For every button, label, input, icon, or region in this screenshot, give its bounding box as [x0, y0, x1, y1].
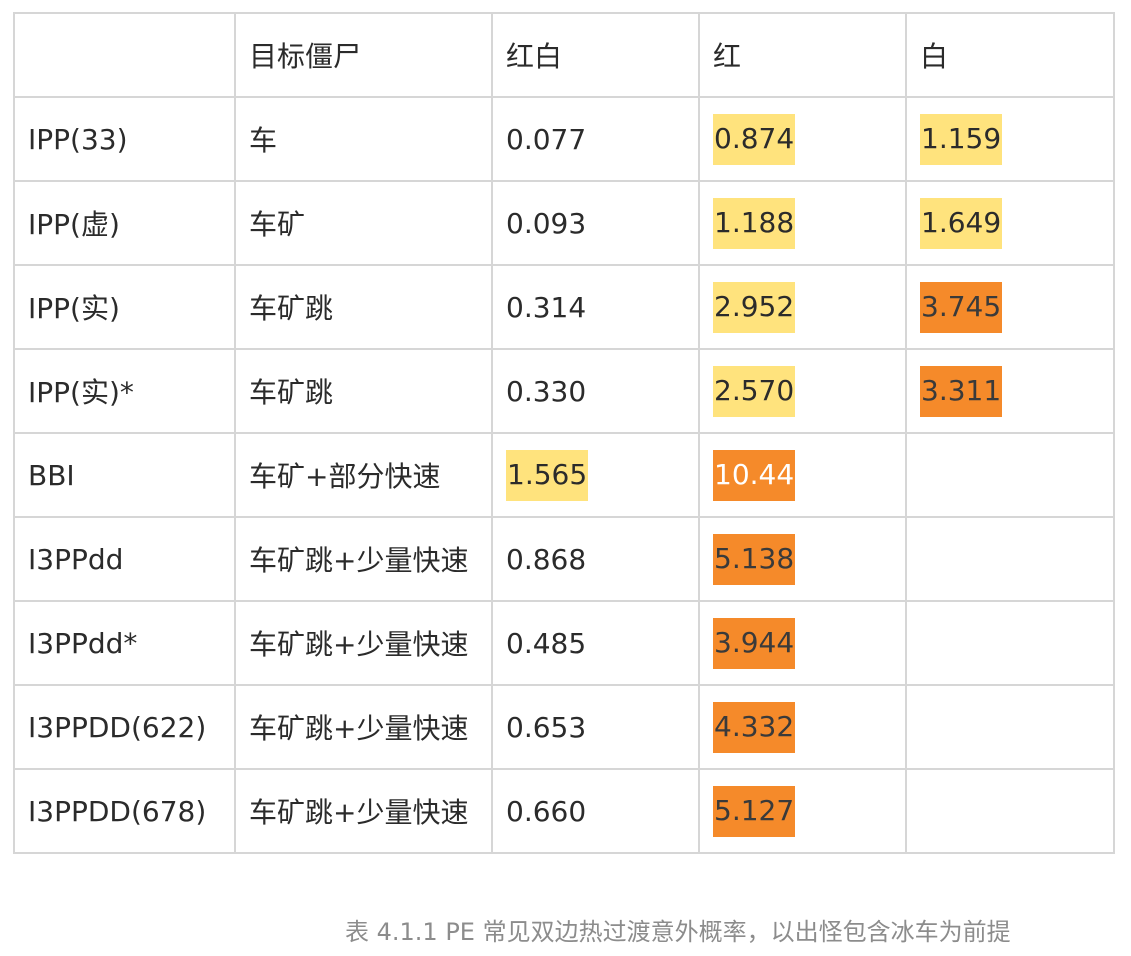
- row-bai-cell: [905, 516, 1115, 602]
- row-hong-highlight: 0.874: [713, 113, 796, 165]
- row-hongbai-cell: 0.868: [491, 516, 700, 602]
- row-target: 车矿跳+少量快速: [234, 600, 493, 686]
- row-bai-cell: [905, 768, 1115, 854]
- header-cell-target: 目标僵尸: [234, 12, 493, 98]
- row-bai-cell: [905, 432, 1115, 518]
- row-hong-cell: 1.188: [698, 180, 907, 266]
- row-bai-highlight: 3.745: [920, 281, 1003, 333]
- table-header-row: 目标僵尸 红白 红 白: [13, 12, 1115, 98]
- row-hongbai: 0.330: [506, 374, 587, 408]
- row-hong-highlight: 4.332: [713, 701, 796, 753]
- row-hong-highlight: 5.127: [713, 785, 796, 837]
- table-row: I3PPDD(622) 车矿跳+少量快速 0.653 4.332: [13, 684, 1115, 770]
- row-hongbai: 0.660: [506, 794, 587, 828]
- row-hong-cell: 2.570: [698, 348, 907, 434]
- row-hong-cell: 2.952: [698, 264, 907, 350]
- row-hongbai-cell: 0.093: [491, 180, 700, 266]
- header-cell-name: [13, 12, 236, 98]
- row-hongbai-cell: 0.653: [491, 684, 700, 770]
- row-bai-cell: 3.311: [905, 348, 1115, 434]
- row-bai-cell: [905, 684, 1115, 770]
- row-bai-highlight: 3.311: [920, 365, 1003, 417]
- row-target: 车矿跳+少量快速: [234, 516, 493, 602]
- row-bai-cell: [905, 600, 1115, 686]
- row-hongbai: 0.653: [506, 710, 587, 744]
- row-hongbai: 0.314: [506, 290, 587, 324]
- row-name: IPP(虚): [13, 180, 236, 266]
- row-hongbai: 0.077: [506, 122, 587, 156]
- row-hong-highlight: 5.138: [713, 533, 796, 585]
- table-row: I3PPdd* 车矿跳+少量快速 0.485 3.944: [13, 600, 1115, 686]
- row-hong-cell: 5.138: [698, 516, 907, 602]
- row-hongbai: 0.093: [506, 206, 587, 240]
- row-bai-cell: 1.649: [905, 180, 1115, 266]
- row-hong-highlight: 2.570: [713, 365, 796, 417]
- row-name: I3PPdd: [13, 516, 236, 602]
- table-row: IPP(33) 车 0.077 0.874 1.159: [13, 96, 1115, 182]
- table-row: IPP(虚) 车矿 0.093 1.188 1.649: [13, 180, 1115, 266]
- row-name: IPP(实)*: [13, 348, 236, 434]
- row-hongbai-cell: 0.077: [491, 96, 700, 182]
- row-hongbai-cell: 0.330: [491, 348, 700, 434]
- row-hong-highlight: 1.188: [713, 197, 796, 249]
- row-target: 车矿跳+少量快速: [234, 684, 493, 770]
- table-row: BBI 车矿+部分快速 1.565 10.44: [13, 432, 1115, 518]
- row-hongbai-highlight: 1.565: [506, 449, 589, 501]
- row-target: 车矿跳+少量快速: [234, 768, 493, 854]
- row-bai-highlight: 1.159: [920, 113, 1003, 165]
- row-target: 车矿跳: [234, 264, 493, 350]
- row-target: 车矿: [234, 180, 493, 266]
- table-row: I3PPdd 车矿跳+少量快速 0.868 5.138: [13, 516, 1115, 602]
- row-bai-cell: 3.745: [905, 264, 1115, 350]
- row-hong-cell: 0.874: [698, 96, 907, 182]
- row-name: IPP(实): [13, 264, 236, 350]
- row-target: 车矿跳: [234, 348, 493, 434]
- header-cell-hongbai: 红白: [491, 12, 700, 98]
- row-target: 车矿+部分快速: [234, 432, 493, 518]
- row-bai-cell: 1.159: [905, 96, 1115, 182]
- table-caption: 表 4.1.1 PE 常见双边热过渡意外概率，以出怪包含冰车为前提: [345, 918, 1011, 946]
- row-hongbai-cell: 0.660: [491, 768, 700, 854]
- row-hongbai: 0.485: [506, 626, 587, 660]
- row-hong-cell: 5.127: [698, 768, 907, 854]
- row-hong-cell: 4.332: [698, 684, 907, 770]
- row-hongbai-cell: 0.485: [491, 600, 700, 686]
- row-hongbai-cell: 0.314: [491, 264, 700, 350]
- header-cell-bai: 白: [905, 12, 1115, 98]
- row-name: IPP(33): [13, 96, 236, 182]
- row-name: I3PPdd*: [13, 600, 236, 686]
- row-hong-highlight: 10.44: [713, 449, 796, 501]
- table-row: IPP(实) 车矿跳 0.314 2.952 3.745: [13, 264, 1115, 350]
- table-row: I3PPDD(678) 车矿跳+少量快速 0.660 5.127: [13, 768, 1115, 854]
- row-hong-cell: 10.44: [698, 432, 907, 518]
- row-name: I3PPDD(678): [13, 768, 236, 854]
- header-cell-hong: 红: [698, 12, 907, 98]
- row-hong-cell: 3.944: [698, 600, 907, 686]
- row-hong-highlight: 2.952: [713, 281, 796, 333]
- row-hong-highlight: 3.944: [713, 617, 796, 669]
- row-bai-highlight: 1.649: [920, 197, 1003, 249]
- row-hongbai: 0.868: [506, 542, 587, 576]
- row-name: BBI: [13, 432, 236, 518]
- table-row: IPP(实)* 车矿跳 0.330 2.570 3.311: [13, 348, 1115, 434]
- row-target: 车: [234, 96, 493, 182]
- row-name: I3PPDD(622): [13, 684, 236, 770]
- probability-table: 目标僵尸 红白 红 白 IPP(33) 车 0.077 0.874 1.159 …: [13, 12, 1115, 854]
- row-hongbai-cell: 1.565: [491, 432, 700, 518]
